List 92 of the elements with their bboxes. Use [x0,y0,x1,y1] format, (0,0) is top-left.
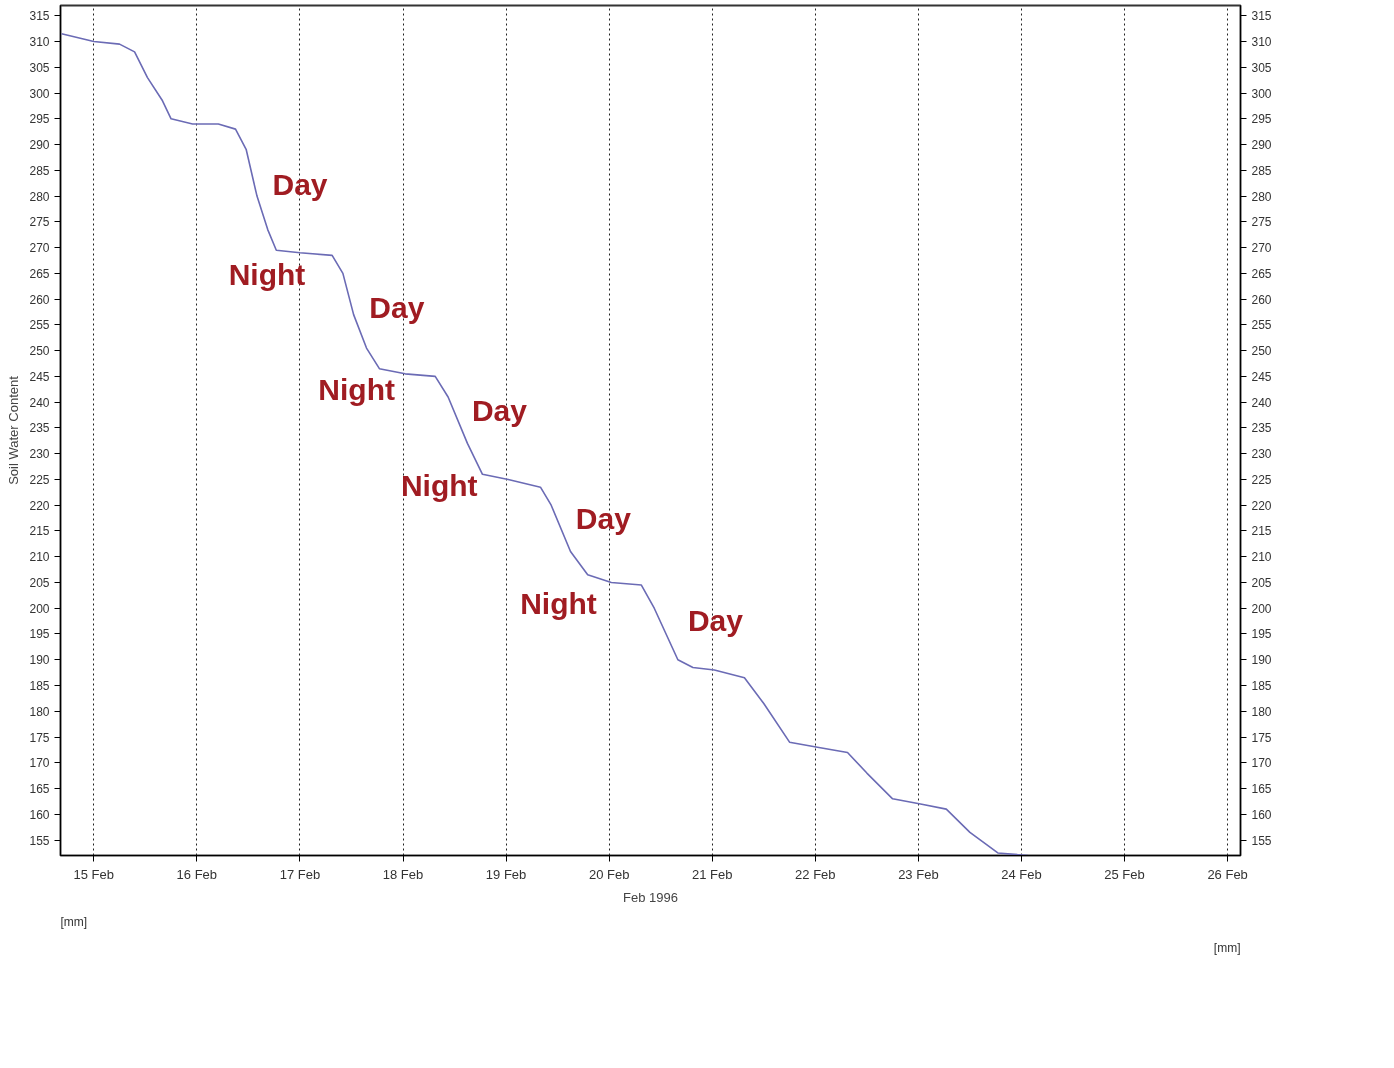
y2-tick-label: 195 [1251,627,1272,642]
annotation: Day [575,502,632,536]
y-tick-label: 175 [29,730,50,745]
y-tick-label: 220 [29,498,50,513]
y-tick-label: 290 [29,138,50,153]
x-tick-label: 15 Feb [73,866,115,882]
y-tick-label: 230 [29,447,50,462]
x-tick-label: 19 Feb [485,866,527,882]
y-tick-label: 240 [29,395,50,410]
x-tick-label: 18 Feb [382,866,424,882]
y-tick-label: 225 [29,472,50,487]
y2-tick-label: 315 [1251,9,1272,24]
annotation: Day [687,604,744,638]
y2-tick-label: 250 [1251,344,1272,359]
x-tick-label: 22 Feb [795,866,836,882]
text: [mm] [1213,940,1241,955]
y2-tick-label: 165 [1251,782,1272,797]
annotation: Day [272,168,328,202]
y-tick-label: 190 [29,653,50,668]
annotation: Night [318,373,396,407]
annotation: Night [400,469,478,503]
y-tick-label: 155 [29,833,50,848]
y2-tick-label: 300 [1251,86,1272,101]
y2-tick-label: 295 [1251,112,1272,127]
line-series [60,33,1029,856]
y-tick-label: 185 [29,679,50,693]
x-tick-label: 16 Feb [176,866,218,882]
y-tick-label: 275 [29,215,50,230]
y-tick-label: 215 [29,524,50,539]
y2-tick-label: 235 [1251,421,1272,436]
y2-tick-label: 310 [1251,35,1272,50]
x-tick-label: 23 Feb [898,866,939,882]
y2-tick-label: 265 [1251,266,1272,281]
y2-tick-label: 280 [1251,189,1272,204]
y-tick-label: 180 [29,704,50,719]
y2-tick-label: 285 [1251,163,1272,178]
annotation: Night [520,587,597,621]
y2-tick-label: 155 [1251,833,1272,848]
x-tick-label: 17 Feb [279,866,321,882]
y-tick-label: 315 [29,9,50,24]
y-tick-label: 260 [29,292,50,307]
y-tick-label: 305 [29,60,50,75]
annotation: Day [369,290,425,324]
y-tick-label: 235 [29,421,50,436]
y2-tick-label: 175 [1251,730,1272,745]
y-tick-label: 160 [29,807,50,822]
y2-tick-label: 240 [1251,395,1272,410]
y2-tick-label: 275 [1251,215,1272,230]
y-tick-label: 285 [29,163,50,178]
y2-tick-label: 200 [1251,601,1272,616]
x-tick-label: 20 Feb [588,866,630,882]
annotation: Day [471,393,528,427]
y2-tick-label: 305 [1251,60,1272,75]
x-tick-label: 21 Feb [692,866,733,882]
x-tick-label: 25 Feb [1104,866,1145,882]
y-tick-label: 265 [29,266,50,281]
y2-tick-label: 170 [1251,756,1272,771]
annotation: Night [228,258,306,292]
y-tick-label: 165 [29,782,50,797]
y2-tick-label: 180 [1251,704,1272,719]
y2-tick-label: 230 [1251,447,1272,462]
y-axis-title: Soil Water Content [6,375,22,485]
x-axis-title: Feb 1996 [623,889,678,905]
y-tick-label: 195 [29,627,50,642]
y-tick-label: 300 [29,86,50,101]
y-tick-label: 255 [29,318,50,333]
y2-tick-label: 210 [1251,550,1272,565]
y-tick-label: 205 [29,575,50,590]
text: [mm] [60,914,88,929]
y2-tick-label: 190 [1251,653,1272,668]
x-tick-label: 26 Feb [1207,866,1248,882]
y-tick-label: 170 [29,756,50,771]
y2-tick-label: 220 [1251,498,1272,513]
y-tick-label: 250 [29,344,50,359]
y2-tick-label: 205 [1251,575,1272,590]
y-tick-label: 280 [29,189,50,204]
y-tick-label: 245 [29,369,50,384]
y2-tick-label: 215 [1251,524,1272,539]
x-tick-label: 24 Feb [1001,866,1042,882]
y2-tick-label: 185 [1251,679,1272,693]
y2-tick-label: 260 [1251,292,1272,307]
y-tick-label: 310 [29,35,50,50]
y2-tick-label: 160 [1251,807,1272,822]
y2-tick-label: 290 [1251,138,1272,153]
y-tick-label: 270 [29,241,50,256]
y-tick-label: 200 [29,601,50,616]
y-tick-label: 295 [29,112,50,127]
y-tick-label: 210 [29,550,50,565]
y2-tick-label: 270 [1251,241,1272,256]
y2-tick-label: 225 [1251,472,1272,487]
y2-tick-label: 255 [1251,318,1272,333]
y2-tick-label: 245 [1251,369,1272,384]
